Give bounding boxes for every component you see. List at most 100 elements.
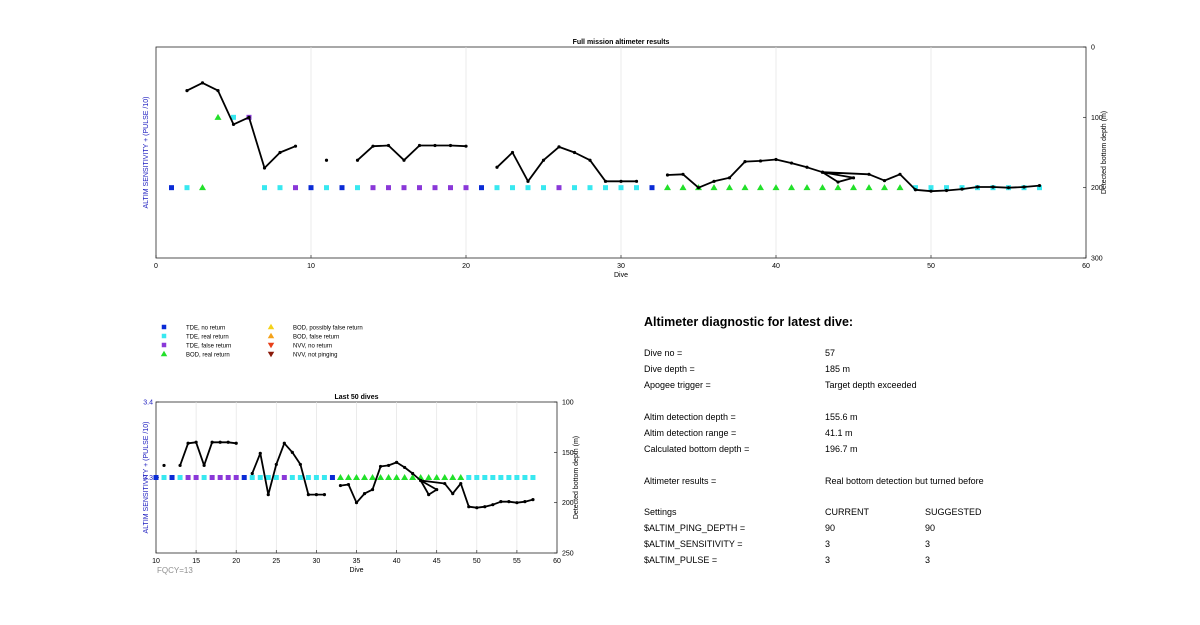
- marker-tde_real_return: [618, 185, 624, 191]
- marker-bod_real_return: [457, 474, 465, 480]
- marker-bod_real_return: [757, 184, 764, 191]
- marker-tde_no_return: [329, 475, 335, 480]
- depth-point: [960, 187, 964, 191]
- depth-point: [789, 161, 794, 165]
- depth-point: [278, 150, 282, 155]
- marker-bod_possibly_false: [267, 323, 275, 330]
- depth-point: [515, 501, 519, 505]
- depth-point: [274, 462, 278, 467]
- marker-tde_no_return: [153, 475, 159, 480]
- right-y-tick-label: 0: [1091, 45, 1095, 52]
- depth-point: [681, 172, 685, 176]
- depth-point: [200, 81, 205, 85]
- x-tick-label: 60: [553, 558, 561, 565]
- marker-bod_real_return: [409, 474, 417, 480]
- depth-point: [572, 150, 577, 155]
- marker-bod_real_return: [710, 184, 718, 191]
- marker-tde_false_return: [370, 185, 376, 191]
- depth-point: [1037, 183, 1042, 188]
- marker-tde_real_return: [541, 185, 546, 191]
- right-y-tick-label: 100: [1091, 115, 1103, 122]
- depth-point: [451, 492, 455, 496]
- detection-range-value: 41.1 m: [825, 428, 853, 438]
- depth-point: [1006, 186, 1011, 190]
- marker-bod_real_return: [726, 184, 733, 191]
- setting-suggested: 3: [925, 539, 931, 549]
- setting-suggested: 3: [925, 555, 931, 565]
- marker-bod_real_return: [385, 474, 393, 480]
- marker-tde_false_return: [193, 475, 199, 480]
- marker-bod_real_return: [336, 474, 344, 480]
- x-tick-label: 10: [307, 263, 315, 270]
- legend-label: BOD, real return: [186, 353, 230, 359]
- depth-point: [282, 441, 286, 445]
- apogee-value: Target depth exceeded: [825, 380, 917, 390]
- marker-legend: TDE, no return TDE, real return TDE, false…: [160, 323, 363, 359]
- marker-tde_real_return: [510, 185, 515, 191]
- marker-tde_real_return: [277, 185, 283, 191]
- marker-tde_real_return: [231, 114, 236, 120]
- depth-point: [234, 441, 238, 445]
- marker-tde_real_return: [587, 185, 593, 191]
- depth-point: [185, 89, 189, 93]
- depth-point: [247, 115, 251, 119]
- dive-depth-value: 185 m: [825, 364, 851, 374]
- depth-point: [743, 160, 747, 164]
- depth-point: [443, 481, 447, 486]
- last-50-dives-chart: 10 15 20 25 30 35 40 45 50 55 60 100 150 200 250 3.3 3.4…: [143, 394, 580, 575]
- depth-point: [194, 440, 198, 444]
- x-tick-label: 30: [617, 263, 625, 270]
- marker-tde_real_return: [530, 475, 536, 480]
- depth-point: [712, 179, 716, 183]
- marker-tde_real_return: [305, 475, 311, 480]
- marker-bod_real_return: [850, 184, 857, 191]
- depth-point: [913, 188, 918, 192]
- right-y-tick-label: 250: [562, 551, 574, 558]
- x-tick-label: 15: [192, 558, 200, 565]
- depth-point: [395, 460, 399, 464]
- chart-title: Last 50 dives: [335, 394, 379, 401]
- depth-point: [634, 179, 639, 183]
- depth-line: [251, 442, 325, 496]
- depth-line: [356, 144, 467, 162]
- left-y-tick-label: 3.3: [143, 475, 153, 482]
- legend-label: BOD, false return: [293, 335, 339, 341]
- depth-point: [324, 158, 329, 162]
- depth-point: [464, 144, 468, 148]
- depth-point: [403, 465, 407, 470]
- marker-bod_real_return: [214, 113, 222, 120]
- x-tick-label: 45: [433, 558, 441, 565]
- marker-bod_real_return: [664, 184, 671, 191]
- setting-current: 90: [825, 523, 836, 533]
- marker-bod_real_return: [199, 184, 206, 191]
- marker-tde_real_return: [603, 185, 608, 191]
- left-y-axis-label: ALTIM SENSITIVITY + (PULSE /10): [143, 97, 150, 209]
- marker-bod_real_return: [803, 184, 811, 191]
- marker-tde_false_return: [217, 475, 223, 480]
- left-y-axis-label: ALTIM SENSITIVITY + (PULSE /10): [143, 422, 150, 534]
- depth-point: [774, 157, 778, 162]
- marker-bod_real_return: [741, 184, 749, 191]
- x-tick-label: 55: [513, 558, 521, 565]
- depth-point: [557, 145, 561, 149]
- depth-point: [433, 143, 437, 148]
- marker-tde_real_return: [928, 185, 934, 191]
- right-y-tick-label: 200: [1091, 185, 1103, 192]
- dive-no-value: 57: [825, 348, 836, 358]
- depth-point: [991, 185, 995, 189]
- marker-tde_real_return: [355, 185, 360, 191]
- left-y-tick-label: 3.4: [143, 400, 153, 407]
- depth-point: [210, 440, 214, 444]
- marker-tde_real_return: [184, 185, 190, 191]
- marker-tde_false_return: [448, 185, 453, 191]
- marker-tde_real_return: [249, 475, 255, 480]
- x-tick-label: 40: [772, 263, 780, 270]
- marker-tde_false_return: [233, 475, 239, 480]
- depth-point: [419, 478, 423, 483]
- depth-point: [202, 463, 206, 468]
- x-tick-label: 50: [473, 558, 481, 565]
- marker-tde_real_return: [474, 475, 480, 480]
- setting-name: $ALTIM_SENSITIVITY =: [644, 539, 743, 549]
- depth-point: [820, 170, 825, 174]
- setting-current: 3: [825, 555, 831, 565]
